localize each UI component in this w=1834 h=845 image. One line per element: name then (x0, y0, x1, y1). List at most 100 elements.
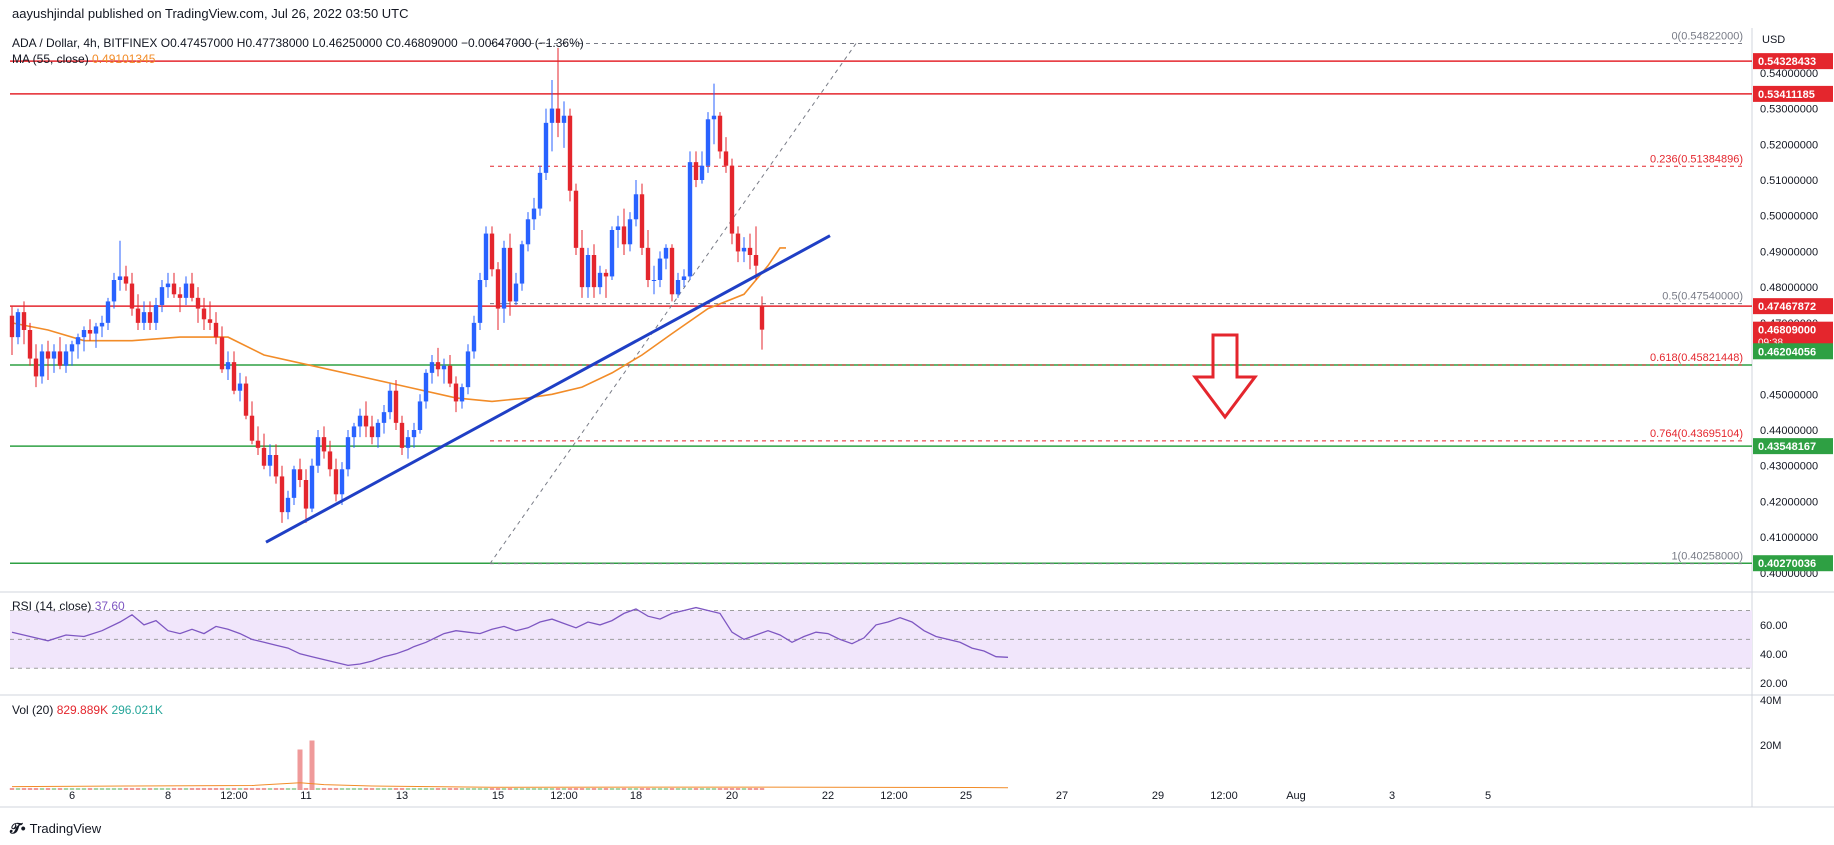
candle-bull (705, 119, 711, 166)
fib-level-label: 0.236(0.51384896) (1650, 153, 1743, 165)
ohlc-values: O0.47457000 H0.47738000 L0.46250000 C0.4… (160, 36, 584, 50)
candle-bull (513, 283, 519, 302)
tradingview-logo-icon: 𝓣• (10, 820, 26, 836)
candle-bull (519, 244, 525, 284)
candle-bull (15, 312, 21, 338)
price-tag (1753, 53, 1833, 70)
volume-bar (327, 787, 333, 790)
candle-bear (147, 312, 153, 323)
volume-bar (723, 787, 729, 790)
candle-bear (213, 322, 219, 338)
currency-label[interactable]: USD (1762, 34, 1786, 46)
candle-bull (681, 276, 687, 280)
candle-bear (297, 469, 303, 480)
volume-bar (633, 787, 639, 790)
volume-bar (201, 787, 207, 790)
time-tick-label: 15 (492, 790, 504, 802)
candle-bear (579, 247, 585, 288)
brand-name: TradingView (29, 821, 102, 836)
symbol-name[interactable]: ADA / Dollar, 4h, BITFINEX (12, 36, 158, 50)
candle-bear (369, 426, 375, 438)
volume-bar (171, 787, 177, 790)
candle-bull (63, 351, 69, 366)
ma-value: 0.49101345 (92, 52, 156, 66)
volume-bar (249, 787, 255, 790)
candle-bull (375, 422, 381, 438)
candle-bear (759, 306, 765, 330)
volume-bar (255, 787, 261, 790)
candle-bull (651, 280, 657, 281)
candle-bear (303, 480, 309, 509)
candle-bear (753, 255, 759, 266)
candle-bull (633, 194, 639, 220)
volume-bar (729, 787, 735, 790)
candle-bull (81, 330, 87, 338)
ma-label: MA (55, close) (12, 52, 89, 66)
volume-bar (165, 787, 171, 790)
candle-bull (351, 426, 357, 438)
down-arrow-icon (1192, 333, 1258, 420)
candle-bear (21, 312, 27, 330)
price-tick-label: 0.45000000 (1760, 389, 1818, 401)
volume-bar (477, 787, 483, 790)
volume-bar (207, 787, 213, 790)
candle-bear (717, 115, 723, 152)
candle-bull (429, 362, 435, 373)
volume-bar (579, 787, 585, 790)
volume-bar (225, 787, 231, 790)
candle-bear (33, 358, 39, 377)
candle-bull (387, 390, 393, 413)
volume-bar (93, 787, 99, 790)
trend-line (265, 234, 831, 544)
brand-footer[interactable]: 𝓣• TradingView (10, 820, 101, 837)
volume-bar (609, 787, 615, 790)
candle-bull (657, 258, 663, 280)
volume-bar (267, 787, 273, 790)
volume-bar (147, 787, 153, 790)
volume-bar (231, 787, 237, 790)
volume-bar (441, 787, 447, 790)
candle-bull (537, 172, 543, 209)
candle-bear (447, 365, 453, 384)
time-tick-label: 13 (396, 790, 408, 802)
candle-bull (483, 233, 489, 280)
candle-bear (207, 319, 213, 323)
rsi-legend[interactable]: RSI (14, close) 37.60 (12, 599, 125, 613)
volume-bar (51, 787, 57, 790)
candle-bull (51, 351, 57, 359)
candle-bull (585, 255, 591, 288)
candle-bear (333, 469, 339, 495)
candle-bull (471, 322, 477, 352)
vol-label: Vol (20) (12, 703, 54, 717)
volume-legend[interactable]: Vol (20) 829.889K 296.021K (12, 703, 163, 717)
volume-bar (27, 787, 33, 790)
candle-bull (267, 455, 273, 466)
volume-bar (615, 787, 621, 790)
price-tag (1753, 298, 1833, 315)
candle-bull (99, 322, 105, 327)
price-tick-label: 0.52000000 (1760, 139, 1818, 151)
volume-bar (21, 787, 27, 790)
volume-bar (243, 787, 249, 790)
candle-bull (117, 276, 123, 280)
volume-tick-label: 20M (1760, 740, 1781, 752)
volume-bar (483, 787, 489, 790)
candle-bear (45, 351, 51, 359)
volume-tick-label: 40M (1760, 695, 1781, 707)
volume-bar (621, 787, 627, 790)
candle-bull (441, 365, 447, 370)
time-tick-label: 25 (960, 790, 972, 802)
volume-bar (195, 787, 201, 790)
time-tick-label: 20 (726, 790, 738, 802)
volume-bar (603, 787, 609, 790)
candle-bear (555, 108, 561, 123)
ma-legend[interactable]: MA (55, close) 0.49101345 (12, 52, 155, 66)
volume-bar (495, 787, 501, 790)
volume-bar (573, 787, 579, 790)
volume-bar (219, 787, 225, 790)
rsi-tick-label: 20.00 (1760, 678, 1788, 690)
time-tick-label: 12:00 (880, 790, 908, 802)
candle-bull (405, 437, 411, 448)
volume-bar (375, 787, 381, 790)
